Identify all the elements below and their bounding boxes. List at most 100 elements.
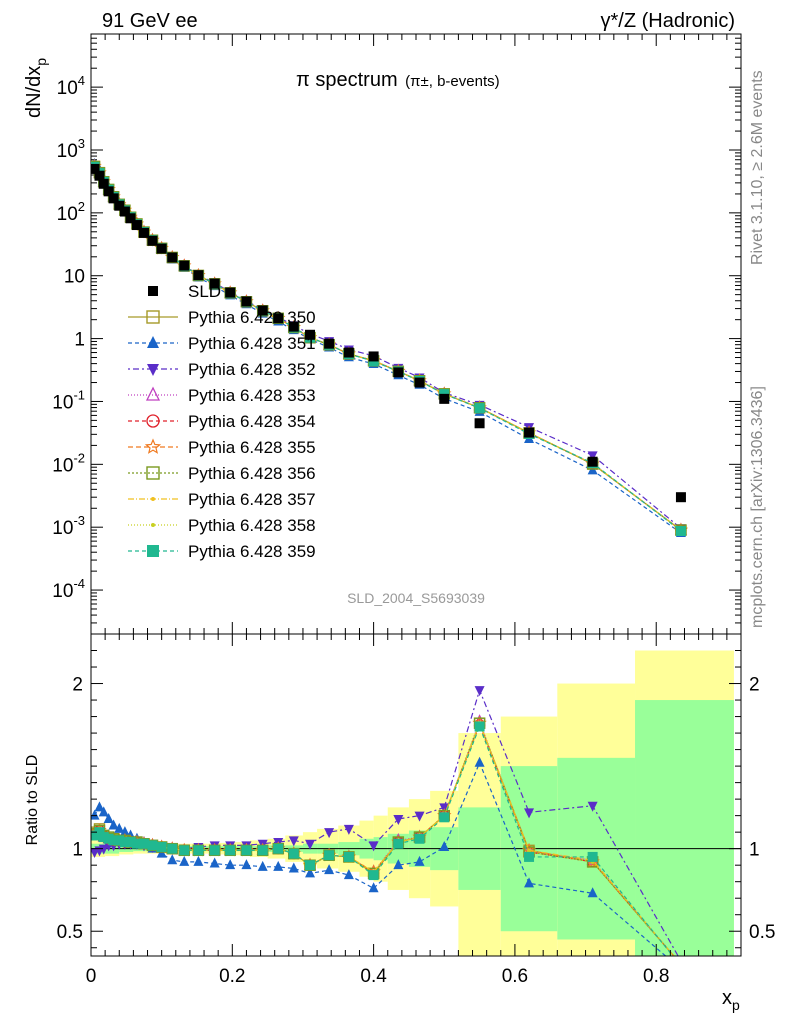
ratio-xtick-label: 0.6 xyxy=(502,966,528,987)
sld-data-point xyxy=(103,186,114,197)
ratio-point xyxy=(439,841,450,852)
legend-marker xyxy=(146,414,160,428)
legend-marker xyxy=(145,386,161,401)
sld-data-point xyxy=(91,163,100,174)
main-ylabel: dN/dxp xyxy=(23,58,49,118)
legend-sld-label: SLD xyxy=(188,282,221,301)
mc-line-358 xyxy=(94,166,682,531)
sld-data-point xyxy=(225,287,236,298)
ratio-ytick-label-right: 0.5 xyxy=(749,922,775,943)
main-ytick-label-exp: -3 xyxy=(73,513,85,528)
legend-marker xyxy=(146,310,160,324)
ratio-xlabel-subscript: p xyxy=(732,997,740,1013)
ratio-xlabel: xp xyxy=(722,987,740,1013)
mc-line-357 xyxy=(94,165,682,531)
main-ytick-label-base: 10 xyxy=(52,455,73,476)
ratio-point xyxy=(273,843,284,854)
ratio-point xyxy=(288,848,299,859)
main-ytick-label-base: 10 xyxy=(52,581,73,602)
legend-marker xyxy=(144,438,162,454)
main-ytick-label-exp: -4 xyxy=(73,576,85,591)
ratio-xtick-label: 0 xyxy=(86,966,97,987)
main-ytick-label-base: 10 xyxy=(52,518,73,539)
ratio-point xyxy=(368,870,379,881)
sld-data-point xyxy=(675,492,686,503)
main-ytick-label-base: 10 xyxy=(57,141,78,162)
ratio-point xyxy=(676,958,686,968)
ratio-point xyxy=(393,859,404,870)
legend-label: Pythia 6.428 353 xyxy=(188,386,316,405)
ratio-point xyxy=(524,808,535,819)
ratio-panel: 0.5 0.5 1 1 2 2 0 0.2 0.4 0.6 0.8 xyxy=(57,633,775,987)
sld-data-point xyxy=(114,200,125,211)
ratio-point xyxy=(393,838,404,849)
mc-point xyxy=(474,403,485,414)
ratio-point xyxy=(587,887,598,898)
mc-line-351 xyxy=(94,163,682,534)
ratio-point xyxy=(305,860,316,871)
ratio-point xyxy=(91,809,100,820)
main-title-text: π spectrum xyxy=(296,69,398,91)
ratio-point xyxy=(587,851,598,862)
ratio-point xyxy=(474,721,485,732)
ratio-point xyxy=(305,867,316,878)
sld-data-point xyxy=(119,206,130,217)
main-ytick-label-exp: 4 xyxy=(78,73,85,88)
ratio-point xyxy=(676,961,686,971)
legend-marker xyxy=(147,364,159,376)
ratio-point xyxy=(119,837,130,848)
legend: SLD Pythia 6.428 350 Pythia 6.428 351 Pythi… xyxy=(128,282,316,561)
band-green xyxy=(635,700,734,956)
ratio-ytick-label: 2 xyxy=(72,675,83,696)
ratio-point xyxy=(114,822,125,833)
ratio-xtick-label: 0.4 xyxy=(360,966,387,987)
legend-marker xyxy=(151,523,155,527)
ratio-point xyxy=(94,801,105,812)
ratio-point xyxy=(439,812,450,823)
main-title-subtitle: (π±, b-events) xyxy=(405,73,499,90)
ratio-point xyxy=(414,855,425,866)
sld-data-point xyxy=(108,193,119,204)
ratio-point xyxy=(679,962,683,966)
main-data-area xyxy=(91,157,689,537)
mc-point xyxy=(675,525,686,536)
ratio-point xyxy=(324,864,335,875)
ratio-point xyxy=(114,835,125,846)
ratio-point xyxy=(393,814,404,825)
main-title: π spectrum (π±, b-events) xyxy=(296,69,500,91)
ratio-xtick-label: 0.2 xyxy=(219,966,245,987)
main-ylabel-text: dN/dx xyxy=(23,66,45,118)
sld-data-point xyxy=(524,427,535,438)
main-ytick-label: 102 xyxy=(57,199,85,225)
sld-data-point xyxy=(257,305,268,316)
mc-line-356 xyxy=(94,166,682,531)
sld-data-point xyxy=(324,338,335,349)
ratio-point xyxy=(241,859,252,870)
legend-label: Pythia 6.428 354 xyxy=(188,412,316,431)
ratio-point xyxy=(131,838,142,849)
header-left-label: 91 GeV ee xyxy=(102,10,198,32)
ratio-point xyxy=(305,839,316,850)
ratio-point xyxy=(343,824,354,835)
mc-line-354 xyxy=(94,166,682,531)
main-ytick-label-exp: 2 xyxy=(78,199,85,214)
ratio-point xyxy=(368,882,379,893)
ratio-point xyxy=(119,826,130,837)
legend-label: Pythia 6.428 356 xyxy=(188,464,316,483)
main-ytick-label-base: 10 xyxy=(52,392,73,413)
main-ytick-label: 10-2 xyxy=(52,450,85,476)
sld-data-point xyxy=(474,418,485,429)
main-ytick-label: 1 xyxy=(74,330,85,351)
legend-label: Pythia 6.428 351 xyxy=(188,334,316,353)
ratio-point xyxy=(98,806,109,817)
legend-label: Pythia 6.428 355 xyxy=(188,438,316,457)
mc-line-355 xyxy=(94,165,682,531)
mc-line-359 xyxy=(94,166,682,532)
ratio-point xyxy=(103,812,114,823)
ratio-point xyxy=(675,958,686,969)
ratio-ytick-label: 0.5 xyxy=(57,922,83,943)
mcplots-source-label: mcplots.cern.ch [arXiv:1306.3436] xyxy=(749,386,766,628)
sld-data-point xyxy=(343,347,354,358)
ratio-point xyxy=(193,845,204,856)
